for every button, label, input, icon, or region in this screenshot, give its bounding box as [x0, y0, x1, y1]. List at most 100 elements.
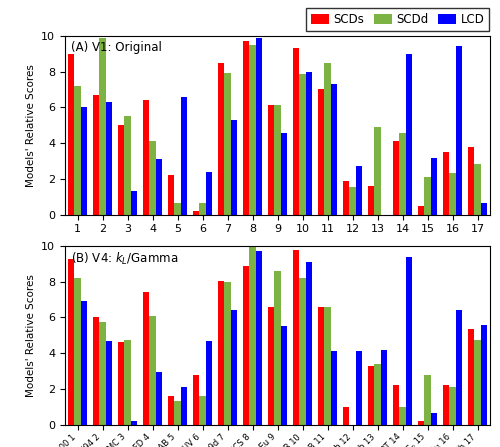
Bar	[150, 316, 156, 425]
Bar	[274, 271, 280, 425]
Bar	[418, 421, 424, 425]
Bar	[380, 350, 387, 425]
Bar	[250, 246, 256, 425]
Bar	[456, 46, 462, 215]
Bar	[218, 63, 224, 215]
Bar	[206, 341, 212, 425]
Bar	[68, 259, 74, 425]
Bar	[350, 187, 356, 215]
Bar	[280, 133, 287, 215]
Bar	[168, 396, 174, 425]
Bar	[318, 307, 324, 425]
Bar	[143, 292, 150, 425]
Bar	[256, 251, 262, 425]
Bar	[224, 282, 230, 425]
Bar	[324, 63, 330, 215]
Bar	[343, 407, 349, 425]
Bar	[368, 186, 374, 215]
Bar	[224, 73, 230, 215]
Bar	[300, 278, 306, 425]
Bar	[280, 326, 287, 425]
Bar	[143, 100, 150, 215]
Bar	[268, 105, 274, 215]
Bar	[100, 38, 105, 215]
Legend: SCDs, SCDd, LCD: SCDs, SCDd, LCD	[306, 8, 489, 30]
Bar	[106, 102, 112, 215]
Bar	[93, 95, 100, 215]
Bar	[356, 351, 362, 425]
Bar	[250, 45, 256, 215]
Bar	[356, 166, 362, 215]
Bar	[180, 97, 187, 215]
Bar	[324, 307, 330, 425]
Bar	[74, 278, 80, 425]
Bar	[300, 74, 306, 215]
Bar	[406, 257, 412, 425]
Bar	[443, 385, 450, 425]
Text: (A) V1: Original: (A) V1: Original	[72, 41, 162, 54]
Bar	[230, 310, 237, 425]
Bar	[450, 387, 456, 425]
Bar	[206, 172, 212, 215]
Bar	[443, 152, 450, 215]
Y-axis label: Models' Relative Scores: Models' Relative Scores	[26, 64, 36, 186]
Bar	[400, 133, 406, 215]
Bar	[393, 385, 400, 425]
Bar	[180, 387, 187, 425]
Bar	[374, 127, 380, 215]
Bar	[156, 372, 162, 425]
Bar	[424, 177, 430, 215]
Bar	[100, 322, 105, 425]
Bar	[124, 340, 130, 425]
Bar	[480, 203, 487, 215]
Bar	[306, 72, 312, 215]
Bar	[418, 206, 424, 215]
Bar	[243, 266, 250, 425]
Bar	[474, 164, 480, 215]
Text: (B) V4: $k_L$/Gamma: (B) V4: $k_L$/Gamma	[72, 251, 178, 267]
Bar	[118, 125, 124, 215]
Bar	[374, 364, 380, 425]
Bar	[293, 48, 300, 215]
Bar	[174, 401, 180, 425]
Bar	[193, 375, 200, 425]
Bar	[150, 141, 156, 215]
Bar	[468, 329, 474, 425]
Bar	[424, 375, 430, 425]
Bar	[200, 396, 205, 425]
Bar	[330, 351, 337, 425]
Bar	[174, 203, 180, 215]
Bar	[430, 413, 437, 425]
Bar	[80, 107, 87, 215]
Bar	[74, 86, 80, 215]
Y-axis label: Models' Relative Scores: Models' Relative Scores	[26, 274, 36, 396]
Bar	[330, 84, 337, 215]
Bar	[406, 54, 412, 215]
Bar	[230, 120, 237, 215]
Bar	[80, 301, 87, 425]
Bar	[430, 158, 437, 215]
Bar	[200, 203, 205, 215]
Bar	[368, 366, 374, 425]
Bar	[68, 54, 74, 215]
Bar	[106, 341, 112, 425]
Bar	[130, 191, 137, 215]
Bar	[474, 340, 480, 425]
Bar	[168, 175, 174, 215]
Bar	[450, 173, 456, 215]
Bar	[456, 310, 462, 425]
Bar	[218, 281, 224, 425]
Bar	[256, 38, 262, 215]
Bar	[274, 105, 280, 215]
Bar	[468, 147, 474, 215]
Bar	[400, 407, 406, 425]
Bar	[268, 307, 274, 425]
Bar	[130, 421, 137, 425]
Bar	[156, 159, 162, 215]
Bar	[93, 317, 100, 425]
Bar	[118, 342, 124, 425]
Bar	[393, 141, 400, 215]
Bar	[124, 116, 130, 215]
Bar	[480, 325, 487, 425]
Bar	[193, 211, 200, 215]
